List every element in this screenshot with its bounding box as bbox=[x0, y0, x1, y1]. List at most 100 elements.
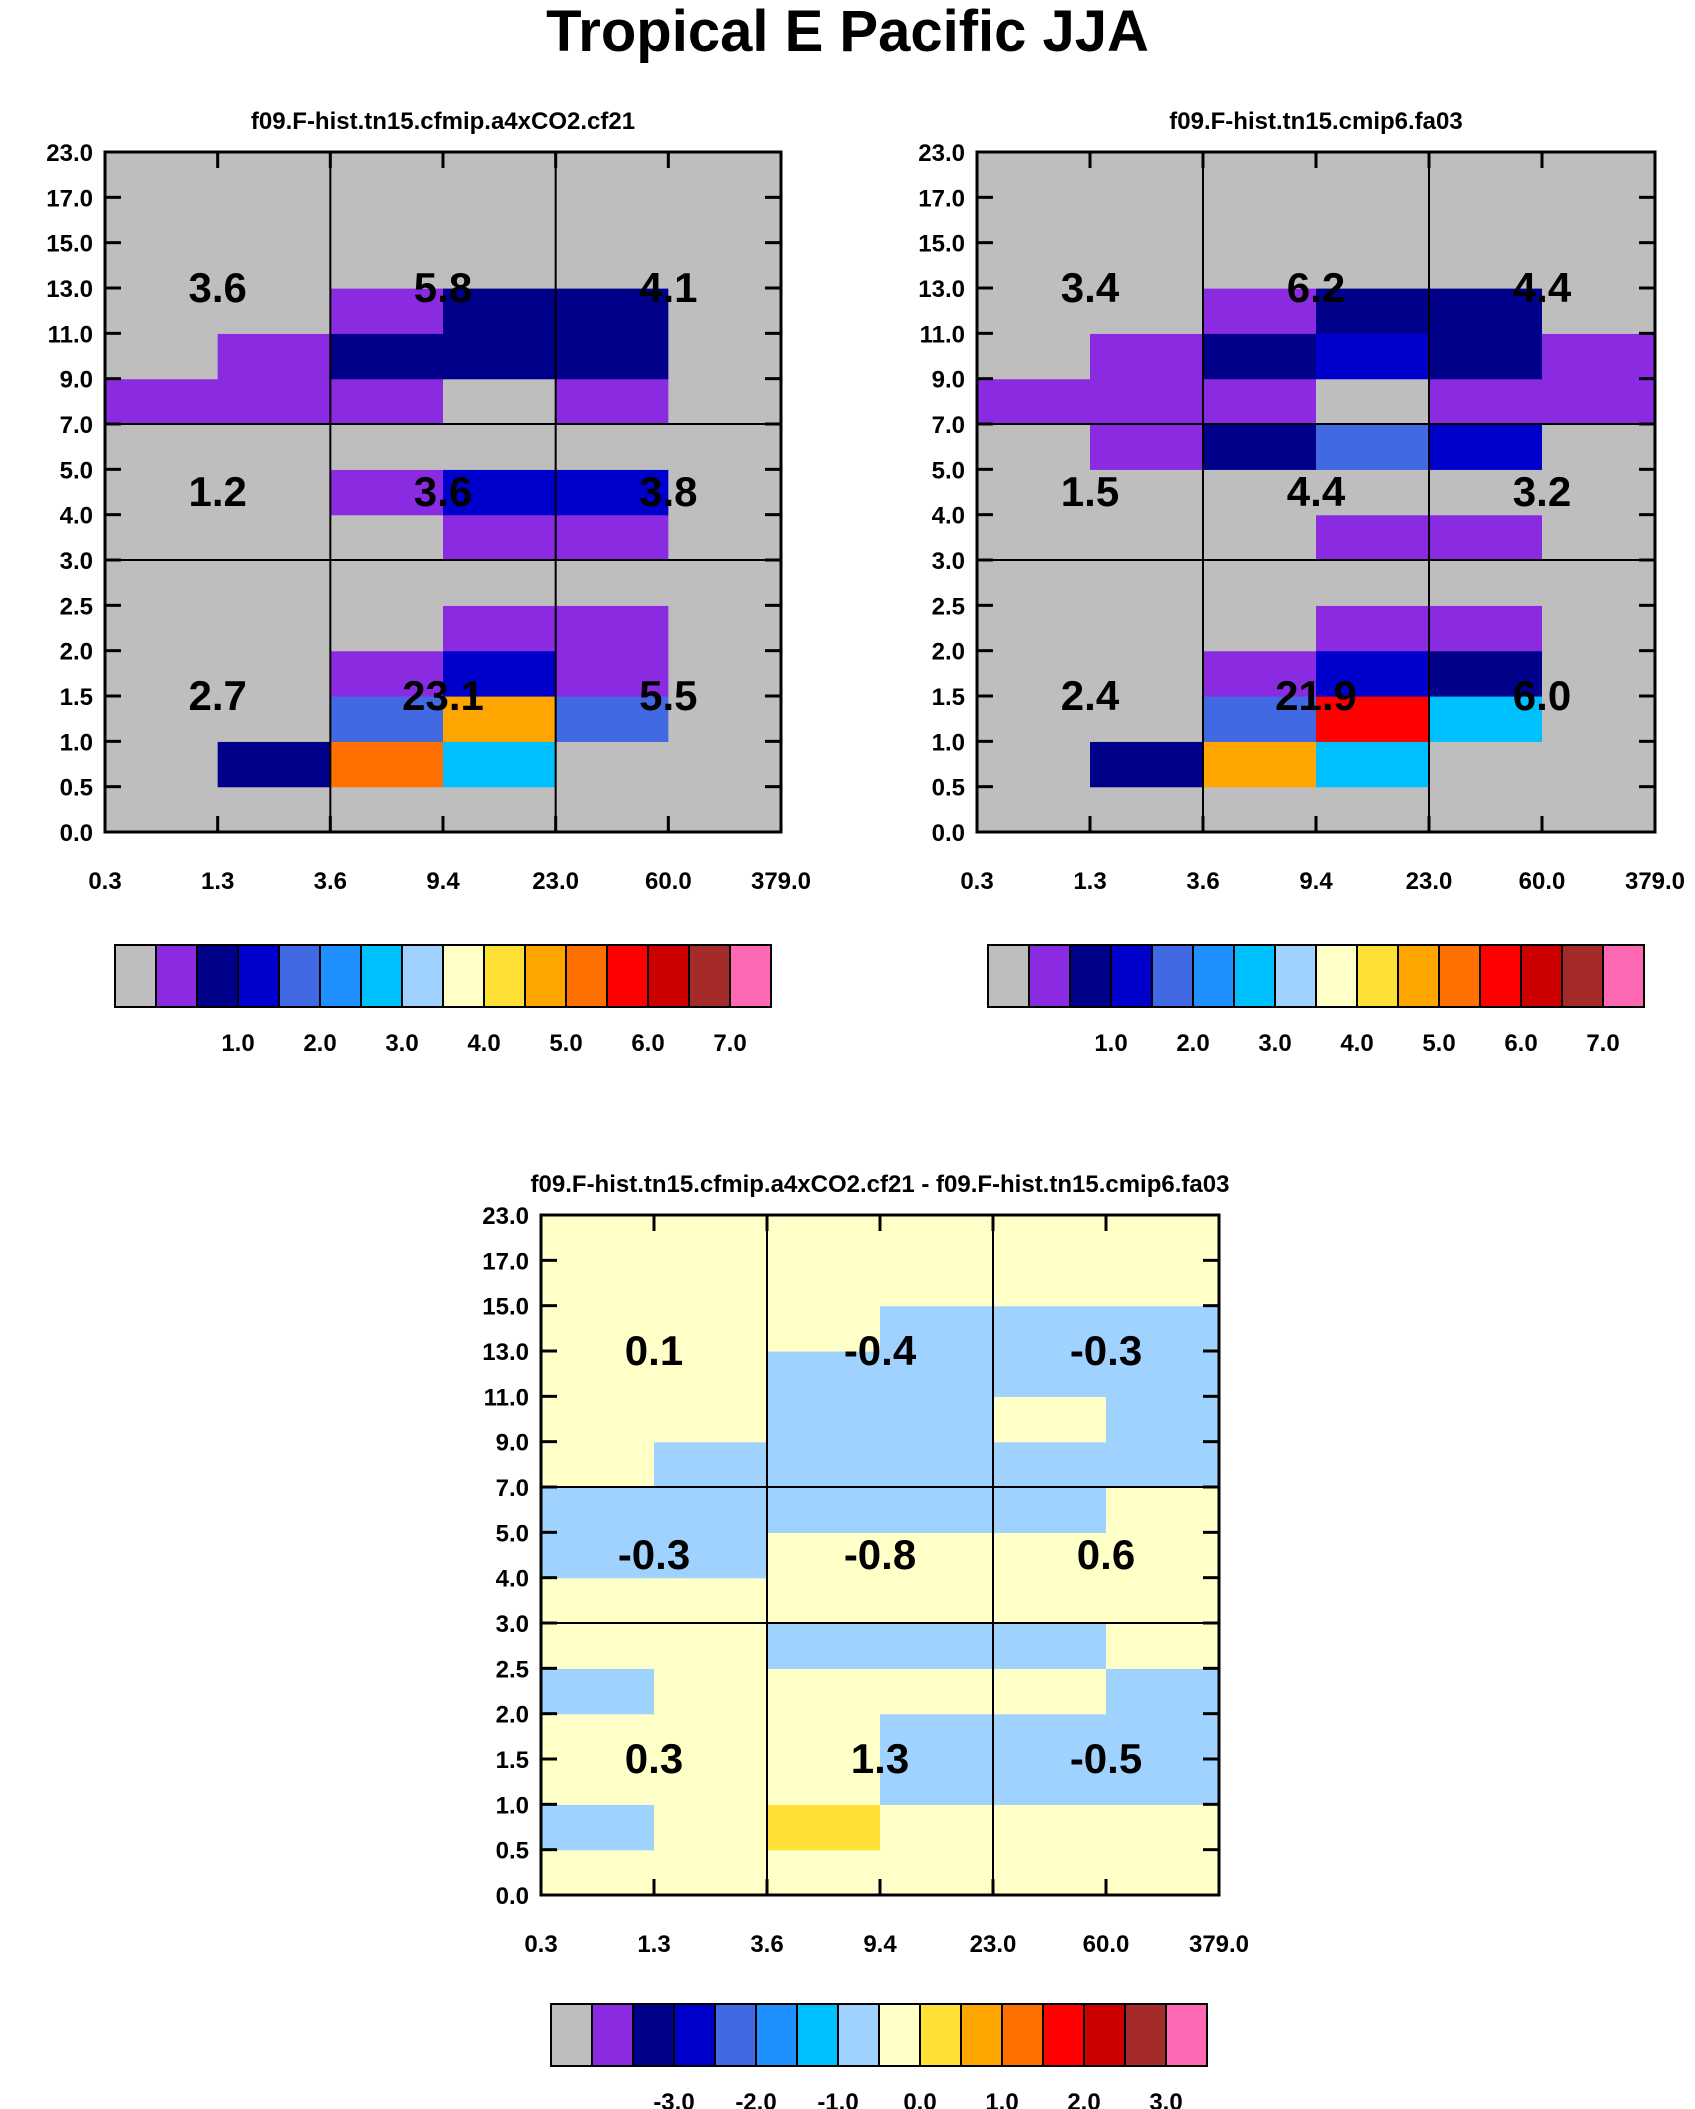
heat-cell bbox=[668, 650, 782, 697]
heat-cell bbox=[330, 560, 444, 606]
heat-cell bbox=[668, 424, 782, 470]
colorbar-swatch bbox=[360, 944, 403, 1008]
panel-3: f09.F-hist.tn15.cfmip.a4xCO2.cf21 - f09.… bbox=[482, 1171, 1249, 2109]
heat-cell bbox=[1542, 197, 1656, 244]
heat-cell bbox=[217, 650, 331, 697]
heat-cell bbox=[541, 1305, 655, 1352]
heat-cell bbox=[1542, 424, 1656, 470]
y-tick-label: 17.0 bbox=[482, 1248, 529, 1275]
group-value-label: -0.3 bbox=[1070, 1327, 1142, 1374]
heat-cell bbox=[767, 1441, 881, 1488]
heat-cell bbox=[880, 1577, 994, 1624]
colorbar-swatch bbox=[796, 2003, 839, 2067]
heat-cell bbox=[654, 1487, 768, 1533]
y-tick-label: 15.0 bbox=[482, 1294, 529, 1321]
heat-cell bbox=[541, 1623, 655, 1669]
heat-cell bbox=[541, 1668, 655, 1715]
y-tick-label: 9.0 bbox=[60, 367, 93, 394]
colorbar-label: 1.0 bbox=[221, 1030, 254, 1057]
heat-cell bbox=[555, 560, 669, 606]
heat-cell bbox=[767, 1623, 881, 1669]
colorbar-swatch bbox=[1151, 944, 1194, 1008]
heat-cell bbox=[993, 1487, 1107, 1533]
y-tick-label: 11.0 bbox=[48, 321, 93, 348]
colorbar-swatch bbox=[1192, 944, 1235, 1008]
heat-cell bbox=[1429, 333, 1543, 380]
heat-cell bbox=[767, 1351, 881, 1397]
y-tick-label: 7.0 bbox=[932, 412, 965, 439]
colorbar-swatch bbox=[1315, 944, 1358, 1008]
heat-cell bbox=[1316, 605, 1430, 652]
y-tick-label: 4.0 bbox=[932, 503, 965, 530]
heat-cell bbox=[1203, 560, 1317, 606]
heat-cell bbox=[1429, 605, 1543, 652]
colorbar-label: 3.0 bbox=[385, 1030, 418, 1057]
heat-cell bbox=[1316, 333, 1430, 380]
heat-cell bbox=[1542, 741, 1656, 788]
group-value-label: 0.1 bbox=[625, 1327, 683, 1374]
heat-cell bbox=[555, 650, 669, 697]
heat-cell bbox=[1542, 242, 1656, 289]
colorbar-swatch bbox=[237, 944, 280, 1008]
heat-cell bbox=[1090, 605, 1204, 652]
heat-cell bbox=[1316, 378, 1430, 425]
heat-cell bbox=[1090, 650, 1204, 697]
y-tick-label: 1.0 bbox=[496, 1792, 529, 1819]
heat-cell bbox=[1203, 333, 1317, 380]
heat-cell bbox=[668, 741, 782, 788]
heat-cell bbox=[1429, 514, 1543, 561]
heat-cell bbox=[1429, 288, 1543, 334]
heat-cell bbox=[541, 1396, 655, 1443]
heat-cell bbox=[1090, 560, 1204, 606]
heat-cell bbox=[217, 288, 331, 334]
heat-cell bbox=[977, 242, 1091, 289]
heat-cell bbox=[668, 242, 782, 289]
heat-cell bbox=[1316, 786, 1430, 833]
panel-2: f09.F-hist.tn15.cmip6.fa03 0.0 0.5 1.0 1.5 2.… bbox=[918, 108, 1685, 1057]
x-tick-label: 3.6 bbox=[1186, 868, 1219, 895]
heat-cell bbox=[977, 469, 1091, 516]
heat-cell bbox=[654, 1441, 768, 1488]
heat-cell bbox=[555, 741, 669, 788]
heat-cell bbox=[880, 1532, 994, 1579]
group-value-label: 5.8 bbox=[414, 264, 472, 311]
heat-cell bbox=[668, 605, 782, 652]
group-value-label: 4.1 bbox=[639, 264, 697, 311]
heat-cell bbox=[217, 469, 331, 516]
x-tick-label: 3.6 bbox=[750, 1931, 783, 1958]
heat-cell bbox=[541, 1759, 655, 1805]
heat-cell bbox=[1429, 424, 1543, 470]
heat-cell bbox=[541, 1532, 655, 1579]
colorbar-swatch bbox=[483, 944, 526, 1008]
heat-cell bbox=[105, 197, 219, 244]
heat-cell bbox=[105, 560, 219, 606]
x-tick-label: 379.0 bbox=[1625, 868, 1685, 895]
heat-cell bbox=[977, 197, 1091, 244]
heat-cell bbox=[977, 288, 1091, 334]
heat-cell bbox=[993, 1260, 1107, 1307]
heat-cell bbox=[330, 696, 444, 742]
colorbar-label: 7.0 bbox=[1586, 1030, 1619, 1057]
heat-cell bbox=[217, 378, 331, 425]
heat-cell bbox=[105, 288, 219, 334]
heat-cell bbox=[330, 605, 444, 652]
y-tick-label: 11.0 bbox=[920, 321, 965, 348]
heat-cell bbox=[767, 1849, 881, 1896]
x-tick-label: 379.0 bbox=[751, 868, 811, 895]
heat-cell bbox=[330, 650, 444, 697]
heat-cell bbox=[993, 1759, 1107, 1805]
group-value-label: 5.5 bbox=[639, 672, 697, 719]
y-tick-label: 4.0 bbox=[60, 503, 93, 530]
colorbar-swatch bbox=[837, 2003, 880, 2067]
colorbar-label: -1.0 bbox=[817, 2089, 858, 2109]
colorbar-swatch bbox=[1233, 944, 1276, 1008]
heat-cell bbox=[1429, 469, 1543, 516]
y-tick-label: 0.0 bbox=[932, 820, 965, 847]
colorbar-swatch bbox=[878, 2003, 921, 2067]
heat-cell bbox=[1542, 288, 1656, 334]
heat-cell bbox=[767, 1487, 881, 1533]
heat-cell bbox=[654, 1260, 768, 1307]
colorbar-swatch bbox=[565, 944, 608, 1008]
heat-cell bbox=[1316, 741, 1430, 788]
colorbar-swatch bbox=[591, 2003, 634, 2067]
